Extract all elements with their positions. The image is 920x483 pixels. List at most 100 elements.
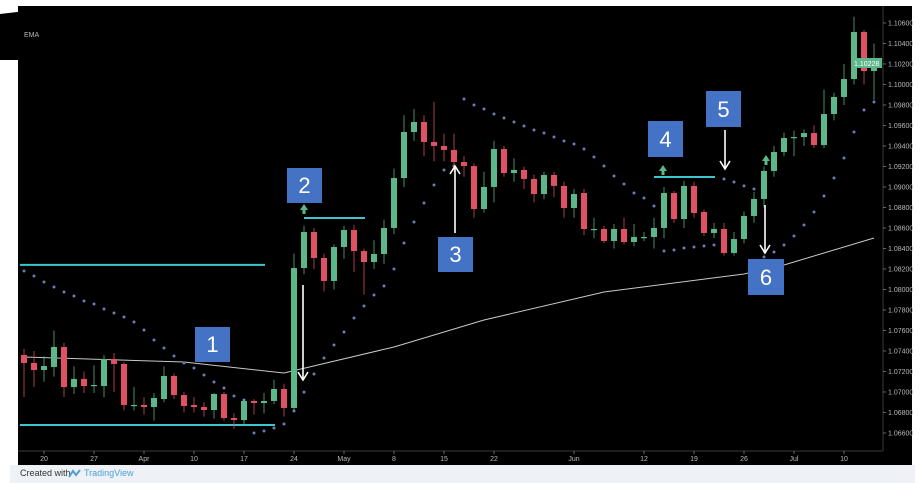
sar-dot (472, 103, 476, 107)
candle-body (331, 247, 337, 281)
candle (551, 171, 557, 198)
candle (181, 391, 187, 413)
candle (571, 189, 577, 218)
sar-dot (162, 346, 166, 350)
candle (601, 225, 607, 244)
candle-body (241, 400, 247, 421)
candle (231, 413, 237, 429)
x-tick-label: 10 (190, 456, 198, 463)
candle-body (211, 394, 217, 411)
sar-dot (572, 142, 576, 146)
candle-body (741, 215, 747, 240)
candle-body (281, 388, 287, 408)
candle (621, 217, 627, 245)
x-tick-label: 19 (690, 456, 698, 463)
candle (731, 232, 737, 256)
sar-dot (712, 243, 716, 247)
candle-body (151, 398, 157, 408)
candle-body (481, 186, 487, 209)
sar-dot (862, 108, 866, 112)
candle-body (641, 236, 647, 239)
x-tick-label: 27 (90, 456, 98, 463)
candle-body (571, 194, 577, 208)
candle (61, 342, 67, 398)
sar-dot (42, 280, 46, 284)
annotation-6: 6 (748, 259, 784, 295)
candle (791, 130, 797, 157)
sar-dot (652, 204, 656, 208)
y-tick-label: 1.09800 (888, 102, 913, 109)
sar-dot (352, 316, 356, 320)
sar-dot (372, 293, 376, 297)
y-tick-label: 1.07800 (888, 307, 913, 314)
x-tick-label: Apr (139, 456, 151, 463)
y-tick-label: 1.10000 (888, 82, 913, 89)
candle (771, 145, 777, 177)
candle (191, 397, 197, 413)
candle (441, 133, 447, 162)
candle (631, 223, 637, 247)
svg-text:1: 1 (206, 332, 218, 357)
candle-body (751, 198, 757, 216)
candle (21, 348, 27, 398)
y-tick-label: 1.08000 (888, 287, 913, 294)
candle-body (201, 407, 207, 411)
candle (131, 386, 137, 411)
sar-dot (612, 174, 616, 178)
sar-dot (192, 366, 196, 370)
candle-body (681, 185, 687, 220)
candle (401, 115, 407, 187)
x-tick-label: 20 (40, 456, 48, 463)
candle-body (271, 388, 277, 401)
candle (151, 392, 157, 421)
sar-dot (382, 284, 386, 288)
candle (861, 30, 867, 85)
candle-body (231, 417, 237, 421)
candle-body (611, 228, 617, 241)
candle-body (651, 227, 657, 237)
candle (371, 240, 377, 269)
candle (711, 222, 717, 239)
candle (581, 189, 587, 236)
sar-dot (252, 431, 256, 435)
sar-dot (122, 315, 126, 319)
candle-body (601, 228, 607, 241)
candle (391, 168, 397, 235)
candle-body (701, 211, 707, 233)
sar-dot (742, 184, 746, 188)
candle-body (441, 145, 447, 150)
time-axis[interactable]: 20 27 Apr 10 17 24 May 8 15 22 Jun 12 19 26 Jul 10 (40, 451, 848, 463)
sar-dot (262, 429, 266, 433)
y-tick-label: 1.07400 (888, 348, 913, 355)
candle (411, 109, 417, 141)
candle-body (391, 178, 397, 228)
candle-body (81, 378, 87, 387)
candle-body (291, 268, 297, 408)
candle (751, 192, 757, 223)
candle-body (381, 227, 387, 254)
candle (111, 353, 117, 392)
candle-body (361, 251, 367, 262)
sar-dot (522, 124, 526, 128)
created-with-text: Created with (20, 468, 71, 478)
annotation-1: 1 (195, 327, 230, 362)
candle (641, 232, 647, 242)
svg-text:4: 4 (659, 127, 671, 152)
sar-dot (202, 373, 206, 377)
price-axis[interactable]: 1.10600 1.10400 1.10200 1.10000 1.09800 1.096… (883, 20, 913, 437)
sar-dot (402, 241, 406, 245)
sar-dot (282, 422, 286, 426)
candle-body (731, 239, 737, 253)
sar-dot (442, 168, 446, 172)
horizontal-levels (20, 176, 715, 426)
candle-body (491, 149, 497, 187)
annotation-5: 5 (706, 91, 741, 127)
candle (781, 132, 787, 157)
candle-body (341, 230, 347, 248)
candle-body (451, 149, 457, 163)
tradingview-link[interactable]: TradingView (84, 468, 134, 478)
candle (141, 397, 147, 415)
candle (301, 225, 307, 275)
sar-dot (292, 409, 296, 413)
